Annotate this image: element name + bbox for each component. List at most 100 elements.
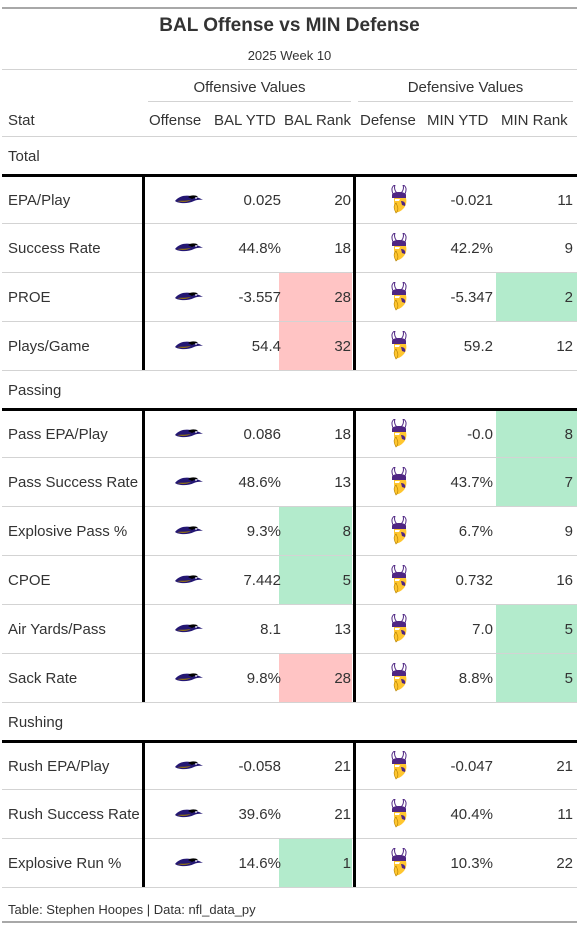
row-stat-label: Explosive Pass %	[8, 523, 128, 540]
row-stat-label: EPA/Play	[8, 192, 71, 209]
min-rank-highlight	[496, 273, 577, 321]
vikings-logo-icon	[388, 330, 414, 366]
row-bal-ytd: 54.4	[251, 338, 281, 355]
min-rank-highlight	[496, 411, 577, 457]
row-stat-label: Sack Rate	[8, 670, 78, 687]
min-rank-highlight	[496, 654, 577, 702]
ravens-logo-icon	[174, 806, 204, 827]
table-title: BAL Offense vs MIN Defense	[159, 15, 420, 36]
row-bal-rank: 5	[342, 572, 351, 589]
spanner-offensive-underline	[148, 101, 351, 102]
column-header-min-rank: MIN Rank	[501, 112, 568, 129]
vikings-logo-icon	[388, 515, 414, 551]
row-stat-label: CPOE	[8, 572, 51, 589]
row-divider	[2, 457, 577, 458]
row-min-rank: 9	[564, 240, 573, 257]
row-bal-rank: 21	[334, 806, 351, 823]
row-min-rank: 22	[556, 855, 573, 872]
row-divider	[2, 321, 577, 322]
vikings-logo-icon	[388, 418, 414, 454]
row-stat-label: Rush EPA/Play	[8, 758, 110, 775]
row-min-ytd: 8.8%	[458, 670, 493, 687]
column-separator	[142, 743, 145, 887]
row-min-ytd: 0.732	[455, 572, 493, 589]
row-min-rank: 12	[556, 338, 573, 355]
table-row: EPA/Play 0.025 20 -0.021 11	[2, 177, 577, 224]
row-divider	[2, 223, 577, 224]
row-bal-ytd: 9.3%	[246, 523, 281, 540]
table-row: Rush EPA/Play -0.058 21 -0.047 21	[2, 743, 577, 790]
row-bal-rank: 18	[334, 426, 351, 443]
row-min-rank: 8	[564, 426, 573, 443]
bal-rank-highlight	[279, 839, 352, 887]
bal-rank-highlight	[279, 556, 352, 604]
group-label-rushing: Rushing	[8, 714, 64, 731]
row-bal-ytd: 39.6%	[238, 806, 281, 823]
min-rank-highlight	[496, 605, 577, 653]
column-header-min-ytd: MIN YTD	[427, 112, 489, 129]
table-row: Pass Success Rate 48.6% 13 43.7% 7	[2, 458, 577, 507]
ravens-logo-icon	[174, 670, 204, 691]
group-label-total: Total	[8, 148, 40, 165]
group-divider	[2, 174, 577, 177]
row-min-rank: 5	[564, 670, 573, 687]
vikings-logo-icon	[388, 613, 414, 649]
row-bal-ytd: 48.6%	[238, 474, 281, 491]
row-divider	[2, 653, 577, 654]
ravens-logo-icon	[174, 240, 204, 261]
table-row: Rush Success Rate 39.6% 21 40.4% 11	[2, 790, 577, 839]
column-header-bal-ytd: BAL YTD	[214, 112, 276, 129]
row-divider	[2, 272, 577, 273]
row-stat-label: Air Yards/Pass	[8, 621, 106, 638]
bal-rank-highlight	[279, 507, 352, 555]
table-row: PROE -3.557 28 -5.347 2	[2, 273, 577, 322]
row-bal-rank: 20	[334, 192, 351, 209]
vikings-logo-icon	[388, 798, 414, 834]
spanner-defensive-values: Defensive Values	[407, 79, 524, 96]
row-min-ytd: -0.021	[450, 192, 493, 209]
row-divider	[2, 370, 577, 371]
row-min-ytd: -5.347	[450, 289, 493, 306]
top-border	[2, 7, 577, 9]
bottom-border	[2, 921, 577, 923]
ravens-logo-icon	[174, 855, 204, 876]
row-min-ytd: 40.4%	[450, 806, 493, 823]
table-row: Air Yards/Pass 8.1 13 7.0 5	[2, 605, 577, 654]
column-separator	[353, 743, 356, 887]
spanner-defensive-underline	[358, 101, 573, 102]
ravens-logo-icon	[174, 426, 204, 447]
group-divider	[2, 408, 577, 411]
row-divider	[2, 506, 577, 507]
vikings-logo-icon	[388, 281, 414, 317]
ravens-logo-icon	[174, 572, 204, 593]
row-bal-rank: 32	[334, 338, 351, 355]
table-row: Sack Rate 9.8% 28 8.8% 5	[2, 654, 577, 703]
row-divider	[2, 555, 577, 556]
row-stat-label: Plays/Game	[8, 338, 90, 355]
row-stat-label: Explosive Run %	[8, 855, 122, 872]
ravens-logo-icon	[174, 338, 204, 359]
table-source-note: Table: Stephen Hoopes | Data: nfl_data_p…	[8, 902, 256, 917]
column-header-offense: Offense	[149, 112, 202, 129]
row-min-ytd: -0.047	[450, 758, 493, 775]
row-min-rank: 7	[564, 474, 573, 491]
ravens-logo-icon	[174, 758, 204, 779]
row-min-ytd: 10.3%	[450, 855, 493, 872]
vikings-logo-icon	[388, 466, 414, 502]
column-header-bal-rank: BAL Rank	[284, 112, 351, 129]
row-bal-rank: 1	[342, 855, 351, 872]
ravens-logo-icon	[174, 621, 204, 642]
group-divider	[2, 740, 577, 743]
row-bal-ytd: 0.086	[243, 426, 281, 443]
vikings-logo-icon	[388, 564, 414, 600]
row-divider	[2, 789, 577, 790]
row-min-rank: 5	[564, 621, 573, 638]
row-min-ytd: 43.7%	[450, 474, 493, 491]
column-separator	[353, 411, 356, 702]
row-stat-label: PROE	[8, 289, 51, 306]
column-separator	[353, 177, 356, 370]
row-bal-ytd: 14.6%	[238, 855, 281, 872]
row-min-ytd: -0.0	[467, 426, 493, 443]
row-bal-ytd: 8.1	[260, 621, 281, 638]
table-row: Pass EPA/Play 0.086 18 -0.0 8	[2, 411, 577, 458]
